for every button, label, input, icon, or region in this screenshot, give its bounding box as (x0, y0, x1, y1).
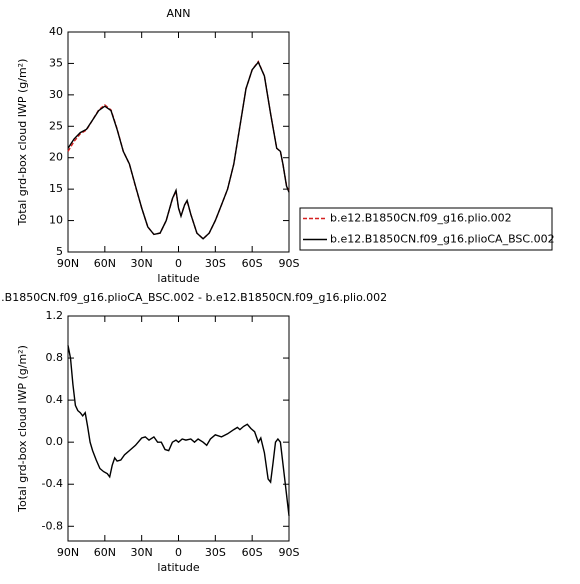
y-tick-label: 1.2 (46, 309, 64, 322)
data-line (67, 345, 290, 516)
legend-label: b.e12.B1850CN.f09_g16.plioCA_BSC.002 (330, 233, 555, 246)
data-line (67, 60, 290, 240)
x-tick-label: 30S (205, 257, 226, 270)
y-axis-label: Total grd-box cloud IWP (g/m²) (16, 59, 29, 227)
y-tick-label: 0.8 (46, 351, 64, 364)
x-tick-label: 90N (57, 257, 79, 270)
x-tick-label: 60S (242, 257, 263, 270)
plot-frame (67, 315, 290, 542)
y-tick-label: 40 (49, 25, 63, 38)
y-tick-label: 15 (49, 182, 63, 195)
x-tick-label: 60S (242, 546, 263, 559)
x-tick-label: 90S (279, 257, 300, 270)
y-tick-label: 25 (49, 119, 63, 132)
y-tick-label: -0.4 (42, 477, 63, 490)
chart-title: b.e12.B1850CN.f09_g16.plioCA_BSC.002 - b… (0, 291, 387, 304)
x-tick-label: 90S (279, 546, 300, 559)
x-tick-label: 60N (94, 257, 116, 270)
y-tick-label: 20 (49, 151, 63, 164)
y-axis-label: Total grd-box cloud IWP (g/m²) (16, 345, 29, 513)
x-tick-label: 0 (175, 257, 182, 270)
x-tick-label: 30S (205, 546, 226, 559)
legend-label: b.e12.B1850CN.f09_g16.plio.002 (330, 212, 512, 225)
y-tick-label: 5 (56, 245, 63, 258)
x-axis-label: latitude (157, 272, 199, 285)
x-tick-label: 90N (57, 546, 79, 559)
y-tick-label: 10 (49, 214, 63, 227)
data-line (67, 60, 290, 240)
x-tick-label: 60N (94, 546, 116, 559)
legend-box (299, 207, 553, 251)
x-tick-label: 30N (131, 257, 153, 270)
y-tick-label: 0.4 (46, 393, 64, 406)
x-tick-label: 0 (175, 546, 182, 559)
plot-frame (67, 31, 290, 253)
y-tick-label: 30 (49, 88, 63, 101)
x-axis-label: latitude (157, 561, 199, 574)
y-tick-label: 35 (49, 56, 63, 69)
y-tick-label: -0.8 (42, 519, 63, 532)
y-tick-label: 0.0 (46, 435, 64, 448)
chart-title: ANN (167, 7, 191, 20)
x-tick-label: 30N (131, 546, 153, 559)
